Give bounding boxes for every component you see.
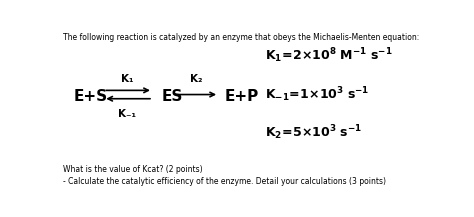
Text: K₋₁: K₋₁ [118,109,136,119]
Text: E+S: E+S [74,89,108,104]
Text: - Calculate the catalytic efficiency of the enzyme. Detail your calculations (3 : - Calculate the catalytic efficiency of … [63,177,386,186]
Text: K₂: K₂ [190,74,202,84]
Text: ES: ES [162,89,183,104]
Text: What is the value of Kcat? (2 points): What is the value of Kcat? (2 points) [63,165,202,174]
Text: $\mathbf{K_{-1}\!=\! 1{\times}10^3\ s^{-1}}$: $\mathbf{K_{-1}\!=\! 1{\times}10^3\ s^{-… [265,85,369,104]
Text: E+P: E+P [225,89,259,104]
Text: K₁: K₁ [121,74,134,84]
Text: $\mathbf{K_1\!=\! 2{\times}10^8\ M^{-1}\ s^{-1}}$: $\mathbf{K_1\!=\! 2{\times}10^8\ M^{-1}\… [265,47,392,66]
Text: The following reaction is catalyzed by an enzyme that obeys the Michaelis-Menten: The following reaction is catalyzed by a… [63,33,419,42]
Text: $\mathbf{K_2\!=\! 5{\times}10^3\ s^{-1}}$: $\mathbf{K_2\!=\! 5{\times}10^3\ s^{-1}}… [265,124,362,142]
